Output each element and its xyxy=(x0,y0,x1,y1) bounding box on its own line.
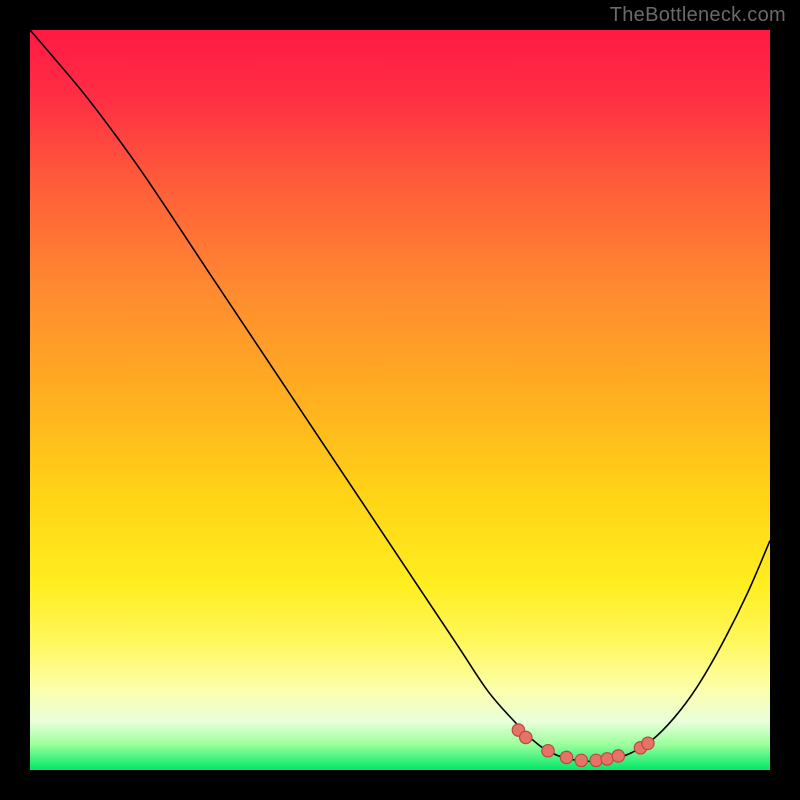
marker-group xyxy=(512,724,654,767)
bottleneck-curve xyxy=(30,30,770,761)
curve-marker xyxy=(612,750,624,762)
chart-area xyxy=(30,30,770,770)
chart-curve-layer xyxy=(30,30,770,770)
curve-marker xyxy=(560,751,572,763)
curve-marker xyxy=(590,754,602,766)
curve-marker xyxy=(642,737,654,749)
curve-marker xyxy=(601,753,613,765)
attribution-text: TheBottleneck.com xyxy=(610,4,786,27)
curve-marker xyxy=(542,745,554,757)
curve-marker xyxy=(520,731,532,743)
curve-marker xyxy=(575,754,587,766)
